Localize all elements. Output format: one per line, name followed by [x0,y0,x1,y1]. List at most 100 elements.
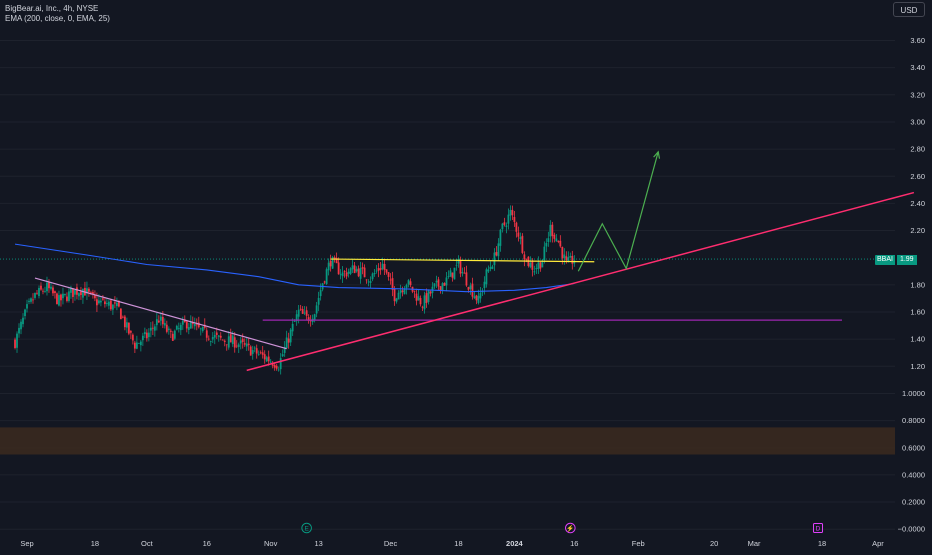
candle-body [391,278,394,290]
x-axis-tick-label: 16 [203,539,211,548]
candle-body [331,257,334,269]
candle-body [195,324,198,326]
ascending-trendline[interactable] [246,191,915,372]
candle-body [100,300,102,303]
candle-body [559,240,562,247]
candle-body [135,342,138,349]
candle-body [455,264,458,266]
candle-body [523,254,526,260]
candle-body [423,295,426,310]
candle-body [427,290,430,302]
x-axis-tick-label: Dec [384,539,398,548]
candle-body [229,334,232,343]
y-axis-tick-label: 2.60 [910,172,925,181]
y-axis-tick-label: 1.0000 [902,389,925,398]
candle-body [113,302,116,304]
candle-body [325,269,328,284]
candle-body [337,262,340,275]
candle-body [487,269,490,272]
candle-body [555,238,558,242]
candle-body [245,343,248,347]
candle-body [357,268,360,277]
split-marker[interactable] [565,522,576,534]
candle-body [147,332,150,338]
candle-body [273,365,276,368]
candle-body [145,332,148,339]
candle-body [159,316,162,321]
candle-body [131,334,134,341]
x-axis-tick-label: 2024 [506,539,524,548]
candle-body [295,314,298,322]
candle-body [107,301,110,306]
candle-body [92,292,94,295]
candle-body [449,270,452,277]
descending-trendline[interactable] [34,277,287,350]
candle-body [193,323,196,327]
candle-body [299,308,302,310]
candle-body [30,298,32,302]
candle-body [435,280,438,283]
zone-rectangle[interactable] [0,427,895,455]
candle-body [543,246,546,261]
currency-button[interactable]: USD [893,2,925,17]
x-axis-tick-label: 16 [570,539,578,548]
y-axis-tick-label: 2.40 [910,199,925,208]
candle-body [72,288,74,297]
candle-body [269,361,272,363]
candle-body [233,337,236,348]
candle-body [16,333,18,348]
candle-body [351,265,354,270]
candle-body [309,320,312,322]
candle-body [171,333,174,341]
candle-body [263,354,266,360]
candle-body [90,292,92,294]
price-tag-symbol: BBAI [875,255,895,265]
candle-body [46,282,48,292]
candle-body [519,237,522,239]
candle-body [479,293,482,299]
candle-body [279,358,282,370]
candle-body [58,295,60,306]
resistance-line[interactable] [330,258,595,263]
x-axis-tick-label: 18 [91,539,99,548]
candle-body [223,340,226,342]
dividend-marker[interactable] [813,523,824,533]
candle-body [94,295,96,299]
candle-body [439,286,442,291]
candle-body [371,273,374,280]
ema-200-line[interactable] [14,243,575,293]
candle-body [183,319,186,323]
candle-body [377,268,380,271]
candle-body [539,262,542,269]
candle-body [217,335,220,337]
candle-body [26,304,28,309]
candle-body [563,254,566,259]
candle-body [463,272,466,274]
candle-body [275,365,278,369]
y-axis-tick-label: −0.0000 [898,525,925,534]
y-axis-tick-label: 2.20 [910,226,925,235]
candle-body [203,324,206,328]
candle-body [365,279,368,281]
candle-body [367,281,370,283]
candle-body [121,316,124,318]
projection-path[interactable] [577,151,659,272]
candle-body [457,259,460,264]
candle-body [569,255,572,258]
candle-body [34,292,36,298]
candle-body [547,238,550,243]
candle-body [385,269,388,273]
candle-body [201,326,204,331]
candle-body [319,290,322,297]
candle-body [499,229,502,246]
candle-body [225,344,228,346]
x-axis-tick-label: Mar [748,539,761,548]
candle-body [141,335,144,341]
earnings-marker[interactable] [301,522,312,534]
candle-body [64,293,66,295]
candle-body [42,290,44,292]
x-axis-tick-label: 18 [818,539,826,548]
candle-body [127,322,130,334]
